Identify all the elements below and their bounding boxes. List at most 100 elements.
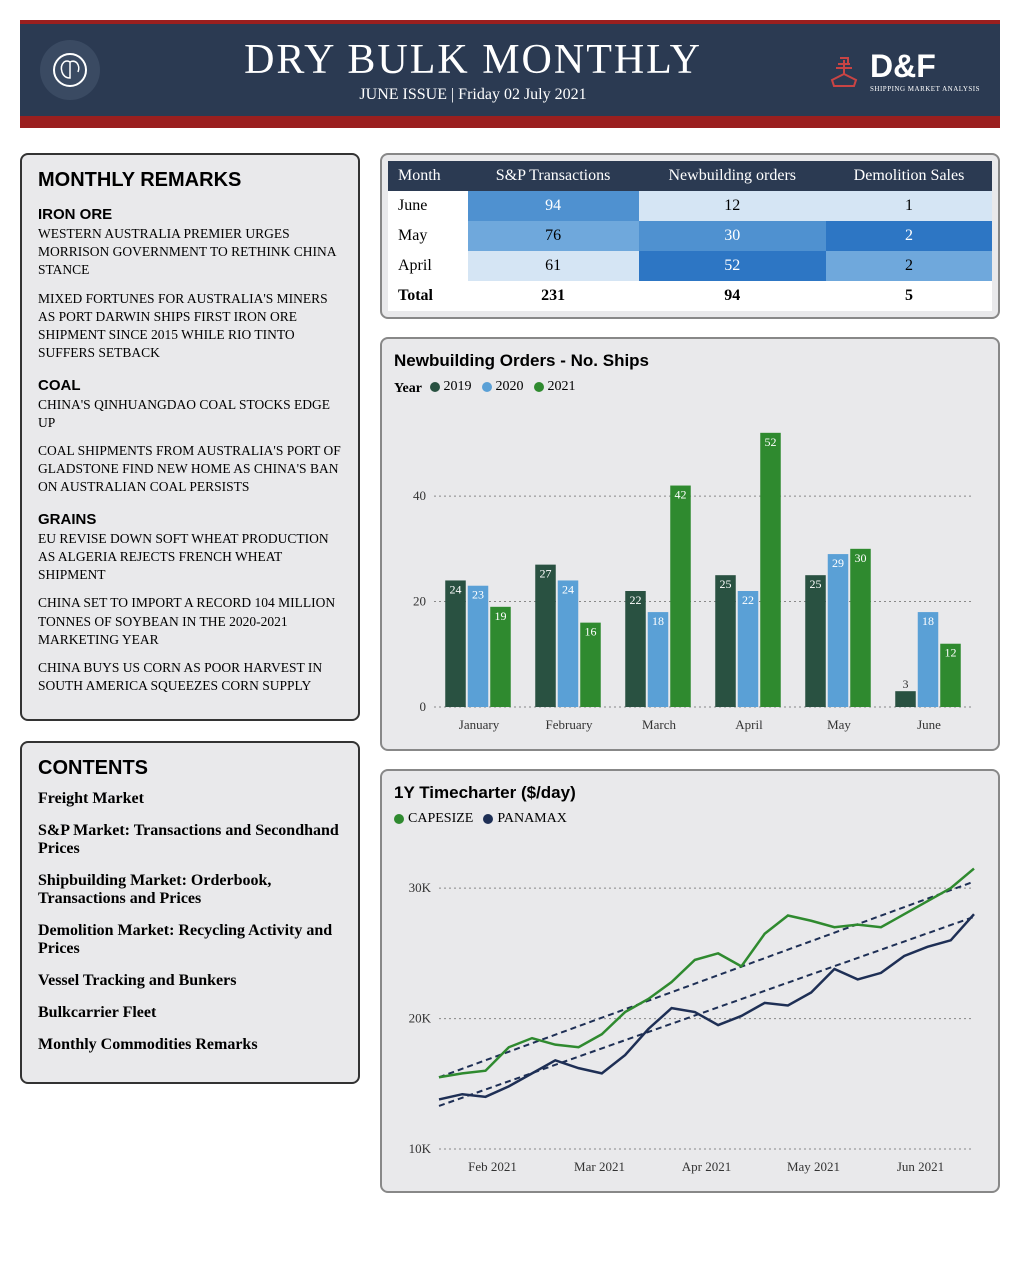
svg-text:Apr 2021: Apr 2021 [682,1159,731,1174]
svg-text:40: 40 [413,488,426,503]
legend-item: 2020 [482,379,524,395]
remark-text: China set to import a record 104 million… [38,594,342,649]
table-cell: May [388,221,468,251]
transactions-table: MonthS&P TransactionsNewbuilding ordersD… [380,153,1000,319]
remark-text: China buys US corn as poor harvest in So… [38,659,342,695]
legend-item: PANAMAX [483,811,567,827]
remark-heading: IRON ORE [38,206,342,223]
svg-text:29: 29 [832,556,844,570]
table-cell: 12 [639,191,826,221]
table-cell: 94 [639,281,826,311]
svg-text:January: January [459,717,500,732]
contents-item: Demolition Market: Recycling Activity an… [38,922,342,958]
line-chart-title: 1Y Timecharter ($/day) [394,783,986,803]
svg-text:February: February [546,717,593,732]
remark-heading: COAL [38,377,342,394]
ship-icon [826,50,862,90]
logo-sub: SHIPPING MARKET ANALYSIS [870,85,980,93]
svg-text:12: 12 [945,646,957,660]
table-header: Demolition Sales [826,161,992,191]
svg-text:30K: 30K [409,880,432,895]
table-row: May76302 [388,221,992,251]
svg-text:22: 22 [630,593,642,607]
table-header: Month [388,161,468,191]
svg-text:16: 16 [585,625,597,639]
svg-text:10K: 10K [409,1141,432,1156]
svg-text:25: 25 [720,577,732,591]
bar-chart-title: Newbuilding Orders - No. Ships [394,351,986,371]
table-cell: Total [388,281,468,311]
table-cell: April [388,251,468,281]
table-cell: 2 [826,251,992,281]
table-header: S&P Transactions [468,161,639,191]
svg-text:20K: 20K [409,1011,432,1026]
remark-text: Coal shipments from Australia's Port of … [38,442,342,497]
svg-text:19: 19 [495,609,507,623]
table-cell: June [388,191,468,221]
legend-item: 2021 [534,379,576,395]
svg-text:24: 24 [450,582,462,596]
table-total-row: Total231945 [388,281,992,311]
contents-item: S&P Market: Transactions and Secondhand … [38,822,342,858]
svg-text:0: 0 [420,699,427,714]
page-subtitle: JUNE ISSUE | Friday 02 July 2021 [120,86,826,104]
bar-chart-legend: Year 2019 2020 2021 [394,379,986,397]
svg-text:27: 27 [540,567,552,581]
contents-item: Monthly Commodities Remarks [38,1036,342,1054]
remark-text: EU revise down soft wheat production as … [38,530,342,585]
svg-text:3: 3 [903,677,909,691]
contents-title: CONTENTS [38,757,342,780]
table-cell: 61 [468,251,639,281]
table-cell: 5 [826,281,992,311]
svg-text:June: June [917,717,941,732]
contents-item: Freight Market [38,790,342,808]
table-cell: 76 [468,221,639,251]
svg-text:24: 24 [562,582,574,596]
brain-icon [40,40,100,100]
svg-text:18: 18 [652,614,664,628]
header: DRY BULK MONTHLY JUNE ISSUE | Friday 02 … [20,20,1000,128]
table-cell: 94 [468,191,639,221]
table-row: April61522 [388,251,992,281]
contents-item: Bulkcarrier Fleet [38,1004,342,1022]
svg-text:Feb 2021: Feb 2021 [468,1159,517,1174]
legend-label: Year [394,381,422,396]
contents: CONTENTS Freight Market S&P Market: Trans… [20,741,360,1084]
svg-text:20: 20 [413,594,426,609]
svg-text:25: 25 [810,577,822,591]
svg-text:May 2021: May 2021 [787,1159,840,1174]
svg-text:Jun 2021: Jun 2021 [897,1159,944,1174]
contents-item: Shipbuilding Market: Orderbook, Transact… [38,872,342,908]
contents-item: Vessel Tracking and Bunkers [38,972,342,990]
svg-text:March: March [642,717,676,732]
page-title: DRY BULK MONTHLY [120,36,826,84]
table-cell: 2 [826,221,992,251]
svg-text:April: April [735,717,763,732]
table-header: Newbuilding orders [639,161,826,191]
logo: D&F SHIPPING MARKET ANALYSIS [826,48,980,93]
line-chart-legend: CAPESIZE PANAMAX [394,811,986,829]
legend-item: 2019 [430,379,472,395]
svg-text:42: 42 [675,488,687,502]
bar-chart: Newbuilding Orders - No. Ships Year 2019… [380,337,1000,751]
table-row: June94121 [388,191,992,221]
line-chart: 1Y Timecharter ($/day) CAPESIZE PANAMAX 1… [380,769,1000,1193]
svg-text:Mar 2021: Mar 2021 [574,1159,625,1174]
svg-text:52: 52 [765,435,777,449]
legend-item: CAPESIZE [394,811,473,827]
table-cell: 30 [639,221,826,251]
remarks-title: MONTHLY REMARKS [38,169,342,192]
svg-text:30: 30 [855,551,867,565]
table-cell: 1 [826,191,992,221]
svg-text:May: May [827,717,851,732]
remark-heading: GRAINS [38,511,342,528]
table-cell: 52 [639,251,826,281]
remark-text: Mixed fortunes for Australia's miners as… [38,290,342,363]
monthly-remarks: MONTHLY REMARKS IRON ORE Western Australi… [20,153,360,721]
logo-text: D&F [870,48,980,85]
remark-text: China's Qinhuangdao coal stocks edge up [38,396,342,432]
table-cell: 231 [468,281,639,311]
svg-text:23: 23 [472,588,484,602]
svg-text:18: 18 [922,614,934,628]
remark-text: Western Australia Premier urges Morrison… [38,225,342,280]
